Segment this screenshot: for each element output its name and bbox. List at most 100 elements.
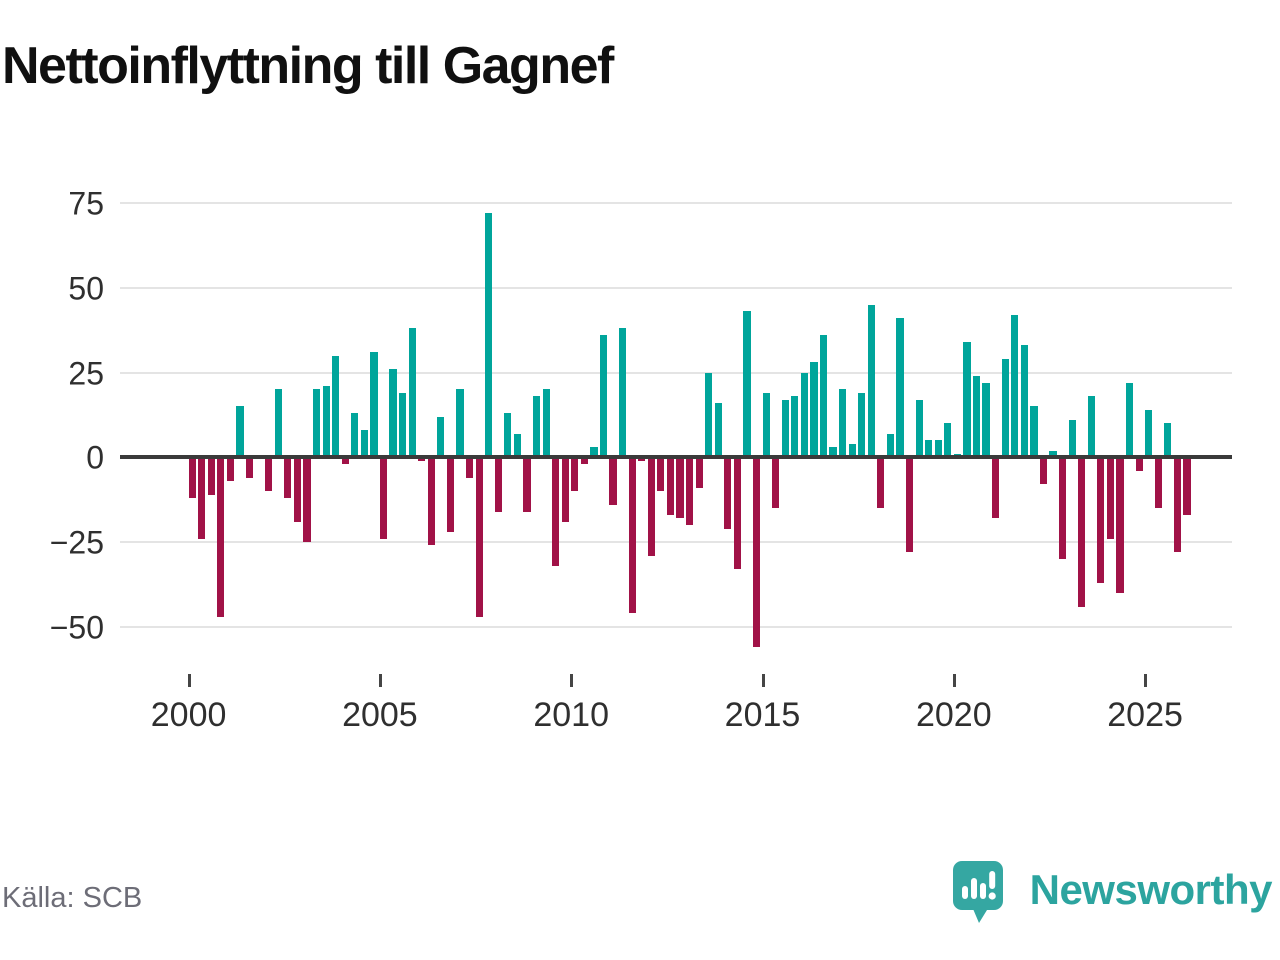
bar — [494, 457, 502, 512]
bar — [925, 440, 933, 458]
bar — [724, 457, 732, 529]
gridline — [120, 625, 1232, 628]
x-axis-tick-mark — [952, 674, 956, 687]
bar — [1068, 419, 1076, 458]
bar — [647, 457, 655, 556]
bar — [408, 328, 416, 458]
bar — [265, 457, 273, 492]
bar — [207, 457, 215, 495]
bar — [217, 457, 225, 617]
bar — [1145, 409, 1153, 458]
bar — [810, 362, 818, 458]
gridline — [120, 286, 1232, 289]
gridline — [120, 371, 1232, 374]
brand-name: Newsworthy — [1029, 866, 1273, 913]
bar — [1011, 314, 1019, 458]
y-axis-tick-label: −25 — [49, 524, 104, 561]
bar — [1087, 396, 1095, 458]
bar — [685, 457, 694, 526]
bar — [695, 457, 703, 488]
x-axis-tick-label: 2000 — [150, 696, 227, 734]
bar — [446, 457, 455, 532]
y-axis-tick-label: 25 — [68, 355, 104, 391]
bar — [236, 406, 244, 458]
x-axis-tick-mark — [570, 674, 574, 687]
bar — [542, 389, 550, 458]
newsworthy-bubble-icon — [952, 861, 1003, 923]
bar — [819, 335, 828, 458]
bar — [705, 372, 713, 458]
y-axis-tick-label: 75 — [68, 185, 104, 222]
bar — [379, 457, 388, 539]
bar — [351, 413, 359, 458]
x-axis-tick-label: 2010 — [533, 696, 610, 734]
bar — [791, 396, 799, 458]
bar — [886, 433, 895, 458]
bar — [226, 457, 235, 482]
bar — [389, 369, 397, 458]
x-axis-tick-mark — [761, 674, 765, 687]
source-note: Källa: SCB — [2, 882, 143, 914]
bar — [714, 403, 722, 458]
bar — [437, 416, 445, 458]
bar — [839, 389, 847, 458]
bar — [915, 399, 923, 458]
brand-logo: Newsworthy — [952, 860, 1273, 926]
bar — [571, 457, 579, 492]
bar — [992, 457, 1000, 519]
bar — [513, 433, 521, 458]
bar — [762, 392, 770, 458]
bar — [867, 304, 875, 458]
x-axis-tick-label: 2005 — [342, 696, 418, 734]
bar — [934, 440, 942, 458]
chart-title: Nettoinflyttning till Gagnef — [2, 37, 614, 95]
bar — [284, 457, 292, 498]
bar — [370, 352, 378, 458]
bar — [877, 457, 885, 509]
bar — [312, 389, 321, 458]
bar — [1135, 457, 1143, 471]
x-axis-tick-label: 2015 — [724, 696, 801, 734]
bar — [1030, 406, 1038, 458]
bar — [609, 457, 617, 505]
bar — [972, 375, 981, 458]
bar — [1078, 457, 1086, 607]
bar — [465, 457, 474, 478]
bar — [619, 328, 627, 458]
bar — [1116, 457, 1124, 593]
bar — [905, 457, 914, 553]
gridline — [120, 541, 1232, 544]
bar — [963, 341, 971, 458]
bar — [485, 213, 493, 458]
bar — [628, 457, 636, 614]
bar — [198, 457, 206, 539]
zero-axis-line — [120, 455, 1232, 460]
bar — [781, 399, 789, 458]
bar — [360, 430, 368, 458]
y-axis-tick-label: −50 — [49, 609, 104, 646]
bar — [944, 423, 952, 458]
bar — [599, 335, 608, 458]
bar — [829, 447, 837, 458]
x-axis-tick-mark — [378, 674, 382, 687]
bar — [293, 457, 301, 522]
bar — [800, 372, 808, 458]
bar — [322, 386, 330, 458]
bar — [752, 457, 761, 648]
bar — [274, 389, 282, 458]
bar — [1097, 457, 1105, 583]
bar — [427, 457, 435, 546]
bar — [475, 457, 483, 617]
bar — [772, 457, 780, 509]
x-axis-tick-label: 2020 — [915, 696, 992, 734]
bar — [858, 392, 866, 458]
bar — [561, 457, 569, 522]
gridline — [120, 201, 1232, 204]
bar — [188, 457, 196, 498]
bar — [1183, 457, 1191, 515]
bar — [657, 457, 665, 492]
bar — [743, 311, 751, 458]
bar — [580, 457, 588, 465]
bar — [733, 457, 741, 570]
